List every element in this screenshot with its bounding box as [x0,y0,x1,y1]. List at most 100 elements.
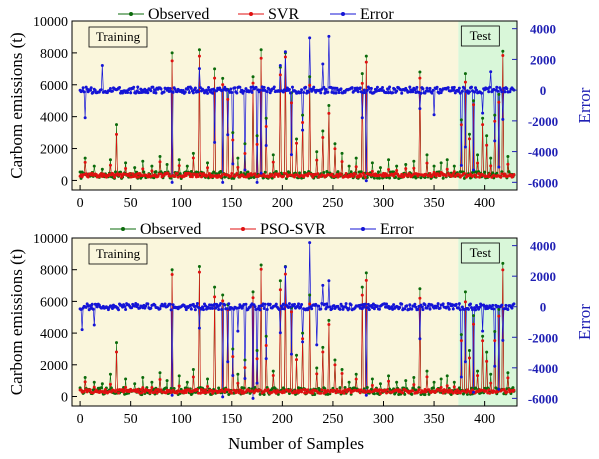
predicted-point [308,302,312,306]
predicted-point [311,391,315,395]
error-point [254,85,258,89]
observed-point [158,155,162,159]
predicted-point [319,391,323,395]
error-point [200,305,204,309]
error-point [136,85,140,89]
observed-point [255,134,259,138]
predicted-point [481,339,485,343]
observed-point [410,392,414,396]
error-points [78,241,516,400]
predicted-point [230,391,234,395]
observed-point [191,368,195,372]
predicted-point [108,163,112,167]
error-point [289,352,293,356]
error-point [439,91,443,95]
error-point [265,307,269,311]
predicted-point [466,174,470,178]
error-point [83,116,87,120]
predicted-points [78,53,516,179]
error-point [446,86,450,90]
error-tick-label: 4000 [530,22,556,37]
error-point [510,306,514,310]
error-point [88,88,92,92]
error-point [168,87,172,91]
predicted-point [223,390,227,394]
x-tick-label: 400 [474,196,495,211]
predicted-point [404,167,408,171]
observed-point [298,171,302,175]
error-tick-label: 0 [540,83,547,98]
error-point [356,90,360,94]
observed-point [236,372,240,376]
error-point [320,87,324,91]
observed-point [372,176,376,180]
error-tick-label: -4000 [528,145,558,160]
error-point [458,308,462,312]
predicted-point [332,388,336,392]
error-point [466,307,470,311]
observed-point [445,158,449,162]
observed-point [308,293,312,297]
error-point [159,87,163,91]
observed-point [264,334,268,338]
error-point [375,304,379,308]
error-point [225,87,229,91]
observed-point [83,156,87,160]
error-point [229,87,233,91]
predicted-point [136,388,140,392]
error-point [187,90,191,94]
observed-point [259,48,263,52]
error-point [500,90,504,94]
predicted-point [237,391,241,395]
error-point [283,50,287,54]
observed-point [441,176,445,180]
predicted-point [289,101,293,105]
observed-point [485,350,489,354]
error-point [386,87,390,91]
error-point [130,306,134,310]
observed-point [378,166,382,170]
predicted-point [231,355,235,359]
error-point [91,90,95,94]
error-point [146,91,150,95]
error-point [371,302,375,306]
predicted-point [360,293,364,297]
error-tick-label: 0 [540,300,547,315]
predicted-point [206,384,210,388]
error-point [372,307,376,311]
error-point [474,86,478,90]
error-point [282,307,286,311]
observed-point [308,75,312,79]
predicted-point [360,81,364,85]
error-point [288,91,292,95]
observed-point [251,290,255,294]
predicted-point [197,270,201,274]
error-point [95,305,99,309]
observed-point [327,318,331,322]
predicted-point [400,172,404,176]
predicted-point [489,381,493,385]
observed-point [501,261,505,265]
predicted-point [512,172,516,176]
predicted-point [315,158,319,162]
observed-point [364,271,368,275]
error-point [307,90,311,94]
error-point [481,329,485,333]
observed-point [340,151,344,155]
error-point [290,85,294,89]
observed-point [185,164,189,168]
error-point [308,241,312,245]
predicted-point [428,171,432,175]
error-point [144,304,148,308]
observed-point [378,382,382,386]
predicted-point [213,295,217,299]
observed-point [170,51,174,55]
predicted-point [321,350,325,354]
error-point [387,304,391,308]
predicted-point [221,83,225,87]
error-point [302,90,306,94]
error-point [480,91,484,95]
predicted-point [334,391,338,395]
predicted-point [148,391,152,395]
error-point [287,88,291,92]
